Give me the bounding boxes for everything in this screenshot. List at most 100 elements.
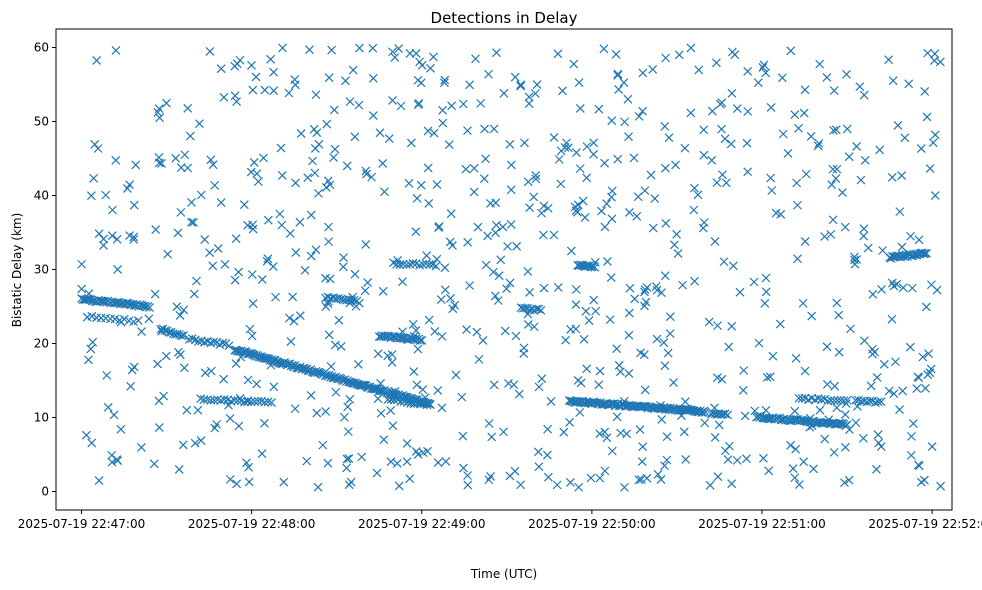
data-point [230, 91, 240, 101]
data-point [829, 86, 839, 96]
data-point [112, 234, 122, 244]
data-point [620, 482, 629, 492]
data-point [907, 431, 916, 441]
data-point [846, 324, 855, 334]
data-point [77, 259, 87, 269]
data-point [474, 354, 484, 364]
data-point [496, 255, 506, 265]
data-point [660, 121, 670, 131]
data-point [922, 248, 931, 258]
data-point [820, 434, 830, 444]
data-point [912, 384, 922, 393]
data-point [306, 251, 316, 261]
data-point [192, 276, 201, 286]
data-point [412, 380, 422, 390]
data-point [387, 350, 397, 359]
data-point [291, 248, 301, 257]
data-point [511, 331, 521, 341]
data-point [700, 407, 710, 417]
data-point [538, 230, 548, 240]
data-point [92, 55, 102, 65]
y-tick-label: 0 [41, 485, 49, 499]
data-point [814, 139, 824, 148]
data-point [246, 167, 256, 177]
data-point [844, 152, 854, 162]
data-point [578, 196, 588, 206]
data-point [179, 305, 189, 315]
data-point [189, 217, 198, 227]
data-point [190, 438, 200, 448]
data-point [137, 327, 146, 336]
data-point [350, 132, 360, 142]
data-point [438, 105, 448, 115]
data-point [638, 106, 648, 116]
data-point [348, 65, 358, 75]
data-point [738, 385, 748, 395]
data-point [534, 304, 544, 314]
data-point [523, 177, 533, 187]
data-point [665, 329, 675, 339]
data-point [342, 161, 352, 171]
data-point [151, 225, 161, 235]
data-point [689, 205, 699, 215]
data-point [154, 104, 164, 114]
data-point [930, 49, 940, 59]
data-point [81, 430, 91, 440]
data-point [323, 458, 333, 468]
data-point [594, 104, 604, 114]
data-point [311, 245, 321, 255]
data-point [89, 173, 99, 183]
data-point [205, 248, 215, 258]
data-point [530, 89, 540, 98]
data-point [735, 287, 745, 297]
data-point [571, 285, 581, 294]
data-point [432, 180, 442, 189]
data-point [920, 249, 930, 258]
data-point [324, 330, 334, 340]
data-point [764, 466, 774, 476]
data-point [260, 397, 270, 407]
data-point [378, 159, 388, 168]
data-point [269, 67, 279, 77]
y-axis-label: Bistatic Delay (km) [10, 213, 24, 328]
data-point [580, 213, 590, 222]
data-point [189, 289, 199, 299]
data-point [306, 391, 316, 400]
data-point [398, 277, 407, 287]
data-point [609, 399, 619, 409]
data-point [743, 167, 753, 177]
data-point [602, 433, 612, 443]
data-point [657, 414, 667, 424]
data-point [613, 69, 623, 79]
data-point [390, 53, 400, 62]
data-point [463, 471, 472, 480]
chart-title: Detections in Delay [431, 9, 578, 27]
data-point [595, 473, 605, 483]
data-point [827, 180, 837, 190]
data-point [914, 235, 924, 245]
data-point [718, 170, 727, 180]
data-point [263, 254, 273, 264]
data-point [224, 341, 234, 351]
data-point [516, 81, 526, 91]
data-point [408, 258, 418, 268]
data-point [624, 208, 634, 217]
data-point [612, 412, 622, 422]
data-point [295, 217, 305, 227]
data-point [595, 366, 605, 376]
data-point [714, 420, 724, 430]
data-point [125, 180, 135, 190]
data-point [212, 419, 222, 429]
data-point [257, 449, 267, 459]
data-point [441, 457, 451, 466]
data-point [349, 295, 359, 305]
data-point [257, 275, 267, 284]
data-point [840, 478, 849, 488]
data-point [341, 76, 350, 86]
data-point [721, 178, 731, 188]
data-point [519, 343, 529, 353]
x-tick-label: 2025-07-19 22:49:00 [358, 517, 485, 531]
x-tick-label: 2025-07-19 22:50:00 [528, 517, 655, 531]
data-point [565, 478, 575, 487]
data-point [704, 317, 714, 327]
